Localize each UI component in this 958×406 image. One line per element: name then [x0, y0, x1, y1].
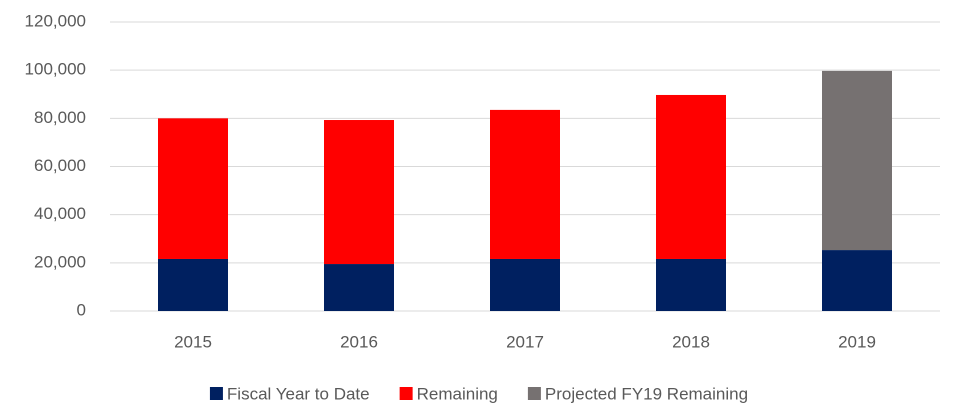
legend-label: Projected FY19 Remaining [545, 384, 748, 403]
legend-swatch [209, 387, 223, 400]
bar-segment [158, 258, 228, 311]
bar-segment [324, 120, 394, 265]
x-tick-label: 2016 [340, 332, 378, 351]
y-tick-label: 40,000 [34, 204, 86, 223]
x-tick-label: 2015 [174, 332, 212, 351]
x-tick-label: 2018 [672, 332, 710, 351]
bar-segment [656, 258, 726, 311]
bar-segment [656, 94, 726, 259]
legend-label: Remaining [417, 384, 498, 403]
y-tick-label: 100,000 [25, 60, 86, 79]
y-tick-label: 120,000 [25, 11, 86, 30]
legend-swatch [527, 387, 541, 400]
bar-segment [324, 264, 394, 311]
legend-label: Fiscal Year to Date [227, 384, 370, 403]
y-tick-label: 60,000 [34, 156, 86, 175]
y-tick-label: 20,000 [34, 252, 86, 271]
y-tick-label: 0 [77, 300, 86, 319]
x-tick-label: 2017 [506, 332, 544, 351]
bar-segment [490, 109, 560, 259]
bar-segment [822, 70, 892, 251]
y-tick-label: 80,000 [34, 108, 86, 127]
bar-segment [822, 250, 892, 311]
legend-swatch [399, 387, 413, 400]
x-tick-label: 2019 [838, 332, 876, 351]
bar-segment [490, 258, 560, 311]
bar-segment [158, 118, 228, 259]
